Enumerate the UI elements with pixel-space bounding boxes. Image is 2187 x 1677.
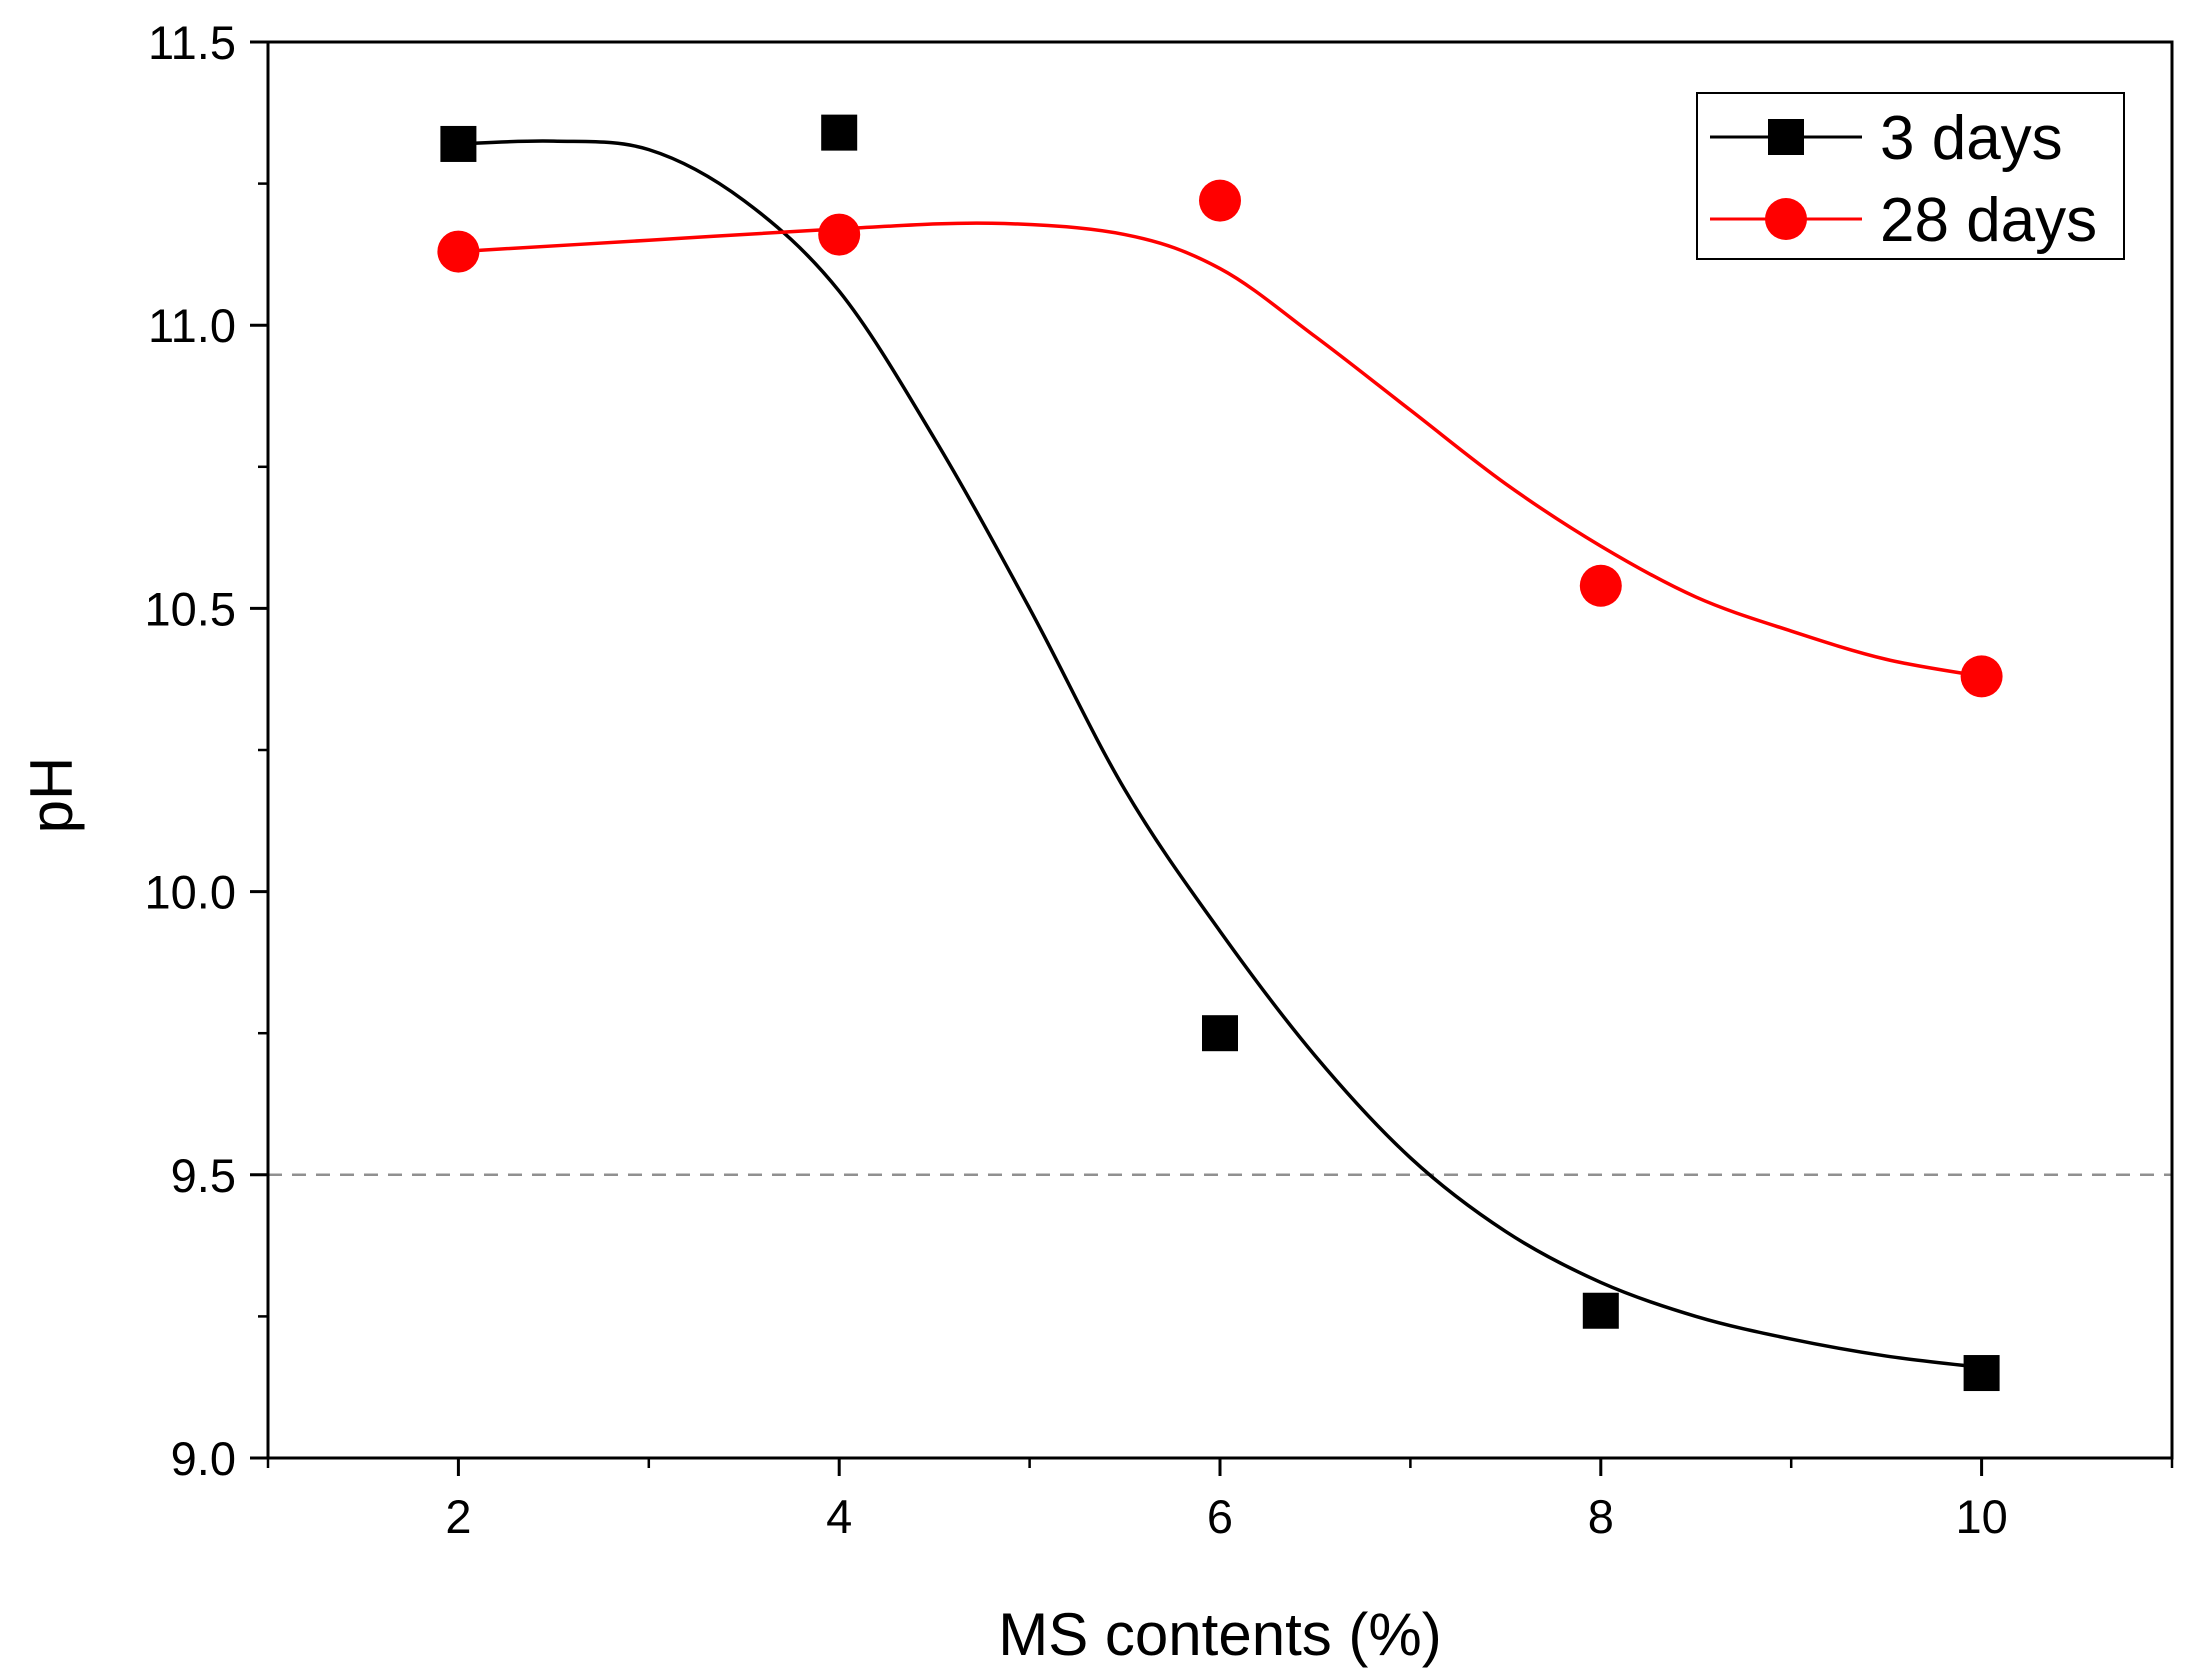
point-28-days-8	[1579, 564, 1622, 607]
x-tick-label: 2	[445, 1490, 471, 1543]
y-tick-label: 11.5	[148, 16, 236, 69]
point-3-days-10	[1963, 1355, 2000, 1392]
y-tick-label: 9.5	[171, 1149, 236, 1202]
y-tick-label: 11.0	[148, 299, 236, 352]
fit-curve-3-days	[458, 139, 1982, 1370]
point-28-days-10	[1960, 655, 2003, 698]
x-axis: 2 4 6 8 10	[266, 1458, 2174, 1543]
x-tick-label: 6	[1207, 1490, 1233, 1543]
fit-curve-28-days	[458, 221, 1982, 679]
y-axis: 9.0 9.5 10.0 10.5 11.0 11.5	[145, 16, 268, 1485]
x-tick-label: 10	[1955, 1490, 2007, 1543]
point-28-days-4	[818, 213, 861, 256]
y-tick-label: 9.0	[171, 1432, 236, 1485]
legend-marker-3-days	[1768, 119, 1804, 155]
point-28-days-6	[1199, 179, 1241, 222]
point-3-days-6	[1202, 1015, 1238, 1052]
legend-label-28-days: 28 days	[1880, 186, 2097, 255]
x-tick-label: 8	[1588, 1490, 1614, 1543]
point-3-days-8	[1582, 1292, 1619, 1329]
y-axis-title: pH	[18, 757, 85, 834]
legend-marker-28-days	[1765, 198, 1807, 240]
legend-label-3-days: 3 days	[1880, 104, 2063, 173]
x-tick-label: 4	[826, 1490, 852, 1543]
x-axis-title: MS contents (%)	[998, 1601, 1441, 1668]
point-3-days-2	[440, 125, 477, 162]
y-tick-label: 10.0	[145, 866, 236, 919]
point-3-days-4	[821, 114, 858, 151]
series-layer	[437, 114, 2003, 1392]
legend: 3 days 28 days	[1696, 92, 2125, 260]
y-tick-label: 10.5	[145, 582, 236, 635]
point-28-days-2	[437, 230, 480, 273]
